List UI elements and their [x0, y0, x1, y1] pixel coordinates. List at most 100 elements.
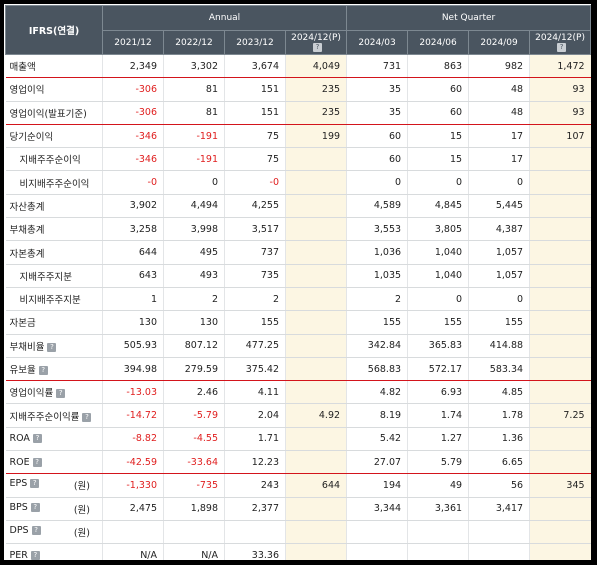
row-label: 자본금	[5, 310, 103, 335]
corner-header: IFRS(연결)	[5, 5, 103, 55]
table-row: 매출액 2,349 3,302 3,674 4,049 731 863 982 1,472	[5, 54, 591, 79]
table-cell: 151	[224, 77, 286, 102]
table-cell: 495	[163, 240, 225, 265]
info-icon[interactable]: ?	[557, 42, 567, 52]
table-row: 영업이익(발표기준) -306 81 151 235 35 60 48 93	[5, 101, 591, 125]
table-cell: 93	[529, 77, 591, 102]
table-cell: -13.03	[102, 380, 164, 405]
table-cell: -735	[163, 473, 225, 498]
table-cell: 7.25	[529, 403, 591, 428]
info-icon[interactable]: ?	[32, 434, 42, 444]
table-row: 지배주주순이익률? -14.72 -5.79 2.04 4.92 8.19 1.74 1.78…	[5, 403, 591, 428]
table-cell: -8.82	[102, 427, 164, 452]
row-label-text: 지배주주순이익	[19, 155, 81, 167]
table-cell: -191	[163, 147, 225, 172]
table-cell: 194	[346, 473, 408, 498]
table-cell	[529, 310, 591, 335]
table-cell: 279.59	[163, 357, 225, 382]
table-row: PER? N/A N/A 33.36	[5, 543, 591, 560]
info-icon[interactable]: ?	[313, 42, 323, 52]
table-cell	[529, 287, 591, 312]
table-cell	[102, 520, 164, 545]
table-cell: 0	[346, 170, 408, 195]
table-cell	[284, 427, 347, 452]
period-label: 2022/12	[175, 37, 213, 48]
table-cell: 572.17	[407, 357, 469, 382]
table-cell	[284, 334, 347, 358]
table-row: ROA? -8.82 -4.55 1.71 5.42 1.27 1.36	[5, 427, 591, 452]
info-icon[interactable]: ?	[32, 457, 42, 467]
table-cell: 737	[224, 240, 286, 265]
table-cell: 12.23	[224, 450, 286, 475]
table-cell	[284, 240, 347, 265]
table-cell: -191	[163, 124, 225, 149]
table-cell: 493	[163, 264, 225, 288]
table-cell: 982	[468, 54, 530, 79]
table-row: DPS? (원)	[5, 520, 591, 545]
row-label: 비지배주주지분	[5, 287, 103, 312]
table-cell: 5,445	[468, 194, 530, 219]
table-row: EPS? (원) -1,330 -735 243 644 194 49 56 345	[5, 473, 591, 498]
table-row: 비지배주주순이익 -0 0 -0 0 0 0	[5, 170, 591, 195]
table-cell	[529, 357, 591, 382]
table-cell: 56	[468, 473, 530, 498]
table-cell	[163, 520, 225, 545]
info-icon[interactable]: ?	[56, 389, 66, 399]
table-cell: 1	[102, 287, 164, 312]
table-cell: -1,330	[102, 473, 164, 498]
period-label: 2024/12(P)	[291, 32, 341, 43]
row-label: 자본총계	[5, 240, 103, 265]
info-icon[interactable]: ?	[47, 342, 57, 352]
info-icon[interactable]: ?	[82, 412, 92, 422]
table-cell: 3,302	[163, 54, 225, 79]
table-cell	[284, 264, 347, 288]
period-label: 2023/12	[236, 37, 274, 48]
period-header-1: 2022/12	[163, 30, 225, 55]
table-cell: 2	[163, 287, 225, 312]
financial-summary-panel: IFRS(연결) Annual Net Quarter 2021/12 2022/…	[4, 4, 591, 560]
period-label: 2024/12(P)	[535, 32, 585, 43]
table-cell	[529, 240, 591, 265]
table-cell: 8.19	[346, 403, 408, 428]
period-header-3: 2024/12(P)?	[284, 30, 348, 55]
table-cell: 2,349	[102, 54, 164, 79]
table-cell: 644	[102, 240, 164, 265]
table-cell: 2.46	[163, 380, 225, 405]
table-cell	[529, 147, 591, 172]
table-cell: 5.42	[346, 427, 408, 452]
table-cell	[284, 287, 347, 312]
table-cell	[224, 520, 286, 545]
table-cell: -14.72	[102, 403, 164, 428]
info-icon[interactable]: ?	[30, 479, 40, 489]
table-cell: 17	[468, 147, 530, 172]
table-cell	[529, 450, 591, 475]
table-cell: 735	[224, 264, 286, 288]
table-cell: 2,475	[102, 497, 164, 521]
info-icon[interactable]: ?	[30, 502, 40, 512]
table-cell: 2.04	[224, 403, 286, 428]
row-label-text: PER	[9, 549, 28, 560]
row-label-text: EPS	[9, 478, 28, 490]
table-cell: 4,387	[468, 217, 530, 242]
table-cell	[529, 217, 591, 242]
table-cell: 0	[468, 287, 530, 312]
table-cell: 3,998	[163, 217, 225, 242]
info-icon[interactable]: ?	[30, 550, 40, 560]
table-cell: 807.12	[163, 334, 225, 358]
period-label: 2021/12	[114, 37, 152, 48]
table-cell: 155	[407, 310, 469, 335]
row-label-text: 부채총계	[9, 225, 45, 237]
table-cell: 60	[346, 147, 408, 172]
row-label-text: 부채비율	[9, 341, 45, 353]
table-cell: 4.82	[346, 380, 408, 405]
row-label-text: BPS	[9, 501, 28, 513]
table-cell	[468, 543, 530, 560]
unit-label: (원)	[73, 504, 90, 516]
table-cell: 199	[284, 124, 347, 149]
info-icon[interactable]: ?	[31, 526, 41, 536]
table-row: 지배주주순이익 -346 -191 75 60 15 17	[5, 147, 591, 172]
info-icon[interactable]: ?	[38, 366, 48, 375]
period-label: 2024/03	[358, 37, 396, 48]
period-header-6: 2024/09	[468, 30, 531, 55]
row-label: 유보율?	[5, 357, 103, 382]
